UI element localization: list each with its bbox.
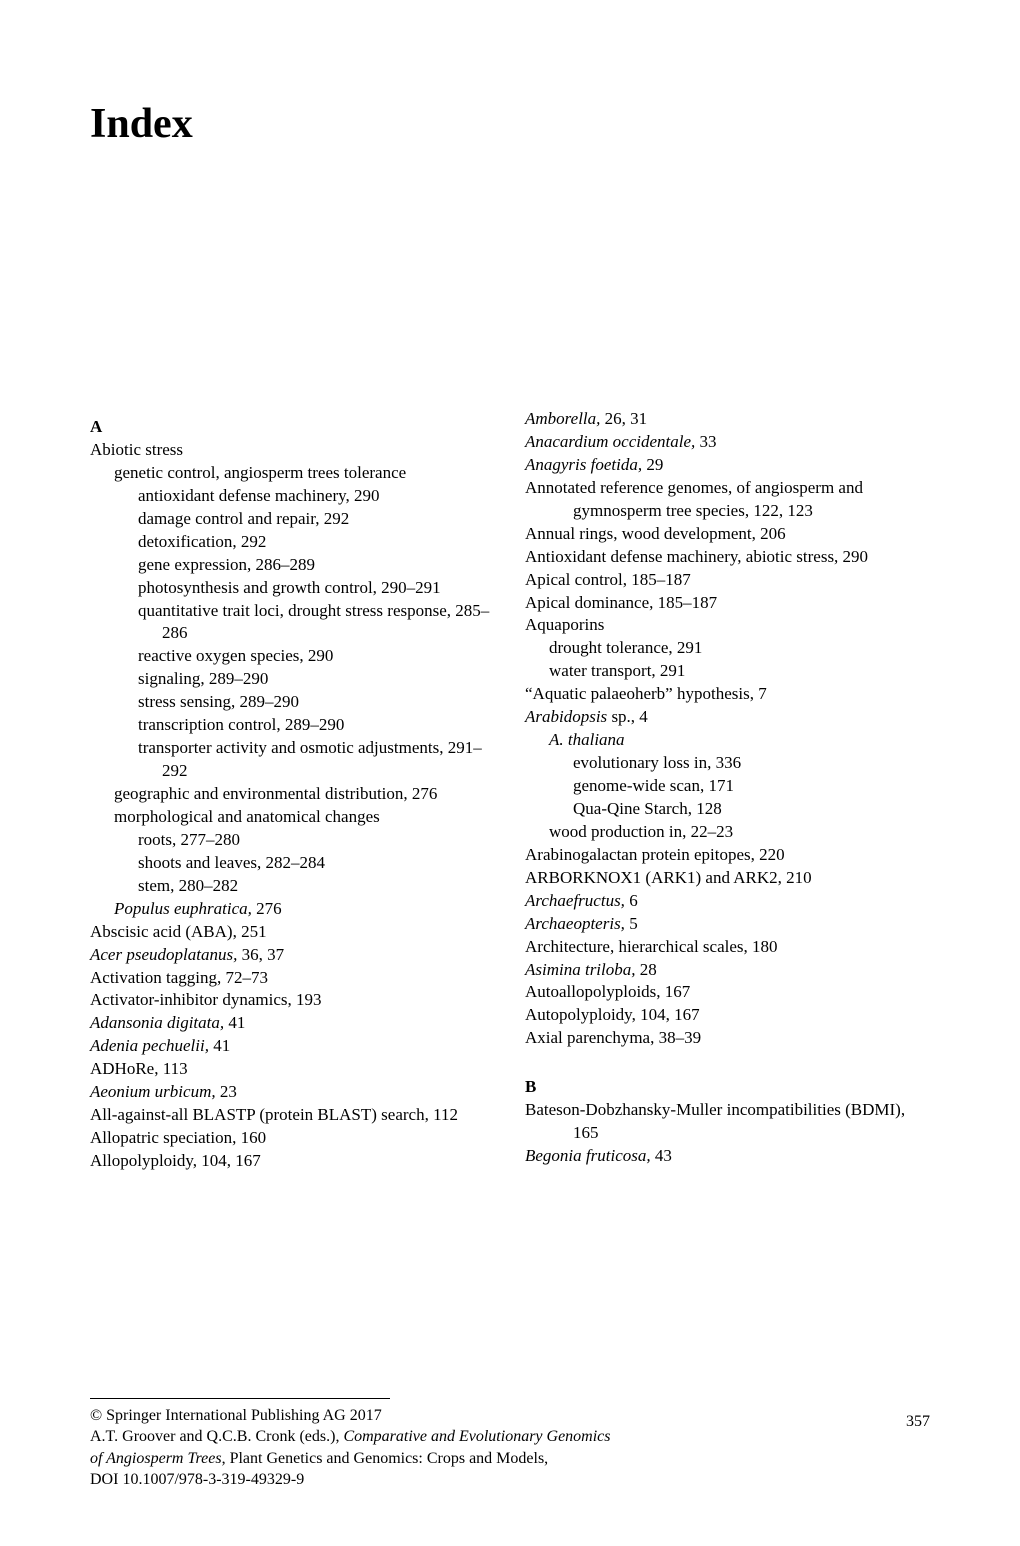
footer-line-2: A.T. Groover and Q.C.B. Cronk (eds.), Co…: [90, 1426, 930, 1448]
index-entry: Annual rings, wood development, 206: [525, 523, 930, 546]
index-entry: Anagyris foetida, 29: [525, 454, 930, 477]
index-entry: shoots and leaves, 282–284: [138, 852, 495, 875]
index-entry: Aeonium urbicum, 23: [90, 1081, 495, 1104]
footer-series: , Plant Genetics and Genomics: Crops and…: [222, 1450, 549, 1467]
index-entry: drought tolerance, 291: [549, 637, 930, 660]
index-columns: A Abiotic stressgenetic control, angiosp…: [90, 408, 930, 1173]
index-entry: roots, 277–280: [138, 829, 495, 852]
footer-line-3: of Angiosperm Trees, Plant Genetics and …: [90, 1448, 930, 1470]
index-entry: Axial parenchyma, 38–39: [525, 1027, 930, 1050]
index-entry: Architecture, hierarchical scales, 180: [525, 936, 930, 959]
index-entry: “Aquatic palaeoherb” hypothesis, 7: [525, 683, 930, 706]
index-entry: Qua-Qine Starch, 128: [573, 798, 930, 821]
footer-editors: A.T. Groover and Q.C.B. Cronk (eds.),: [90, 1428, 343, 1445]
index-entry: gene expression, 286–289: [138, 554, 495, 577]
right-entries-a: Amborella, 26, 31Anacardium occidentale,…: [525, 408, 930, 1050]
index-entry: detoxification, 292: [138, 531, 495, 554]
section-letter-b: B: [525, 1076, 930, 1099]
index-entry: Archaefructus, 6: [525, 890, 930, 913]
index-entry: transcription control, 289–290: [138, 714, 495, 737]
page-footer: © Springer International Publishing AG 2…: [90, 1398, 930, 1491]
index-entry: Activator-inhibitor dynamics, 193: [90, 989, 495, 1012]
index-entry: ARBORKNOX1 (ARK1) and ARK2, 210: [525, 867, 930, 890]
index-entry: transporter activity and osmotic adjustm…: [138, 737, 495, 783]
index-entry: All-against-all BLASTP (protein BLAST) s…: [90, 1104, 495, 1127]
index-entry: Apical dominance, 185–187: [525, 592, 930, 615]
footer-doi: DOI 10.1007/978-3-319-49329-9: [90, 1469, 930, 1491]
right-entries-b: Bateson-Dobzhansky-Muller incompatibilit…: [525, 1099, 930, 1168]
page-number: 357: [906, 1411, 930, 1433]
index-entry: ADHoRe, 113: [90, 1058, 495, 1081]
index-entry: stress sensing, 289–290: [138, 691, 495, 714]
page-title: Index: [90, 100, 930, 148]
index-entry: Anacardium occidentale, 33: [525, 431, 930, 454]
index-entry: Allopatric speciation, 160: [90, 1127, 495, 1150]
footer-text-wrap: © Springer International Publishing AG 2…: [90, 1405, 930, 1491]
index-entry: morphological and anatomical changes: [114, 806, 495, 829]
index-entry: Archaeopteris, 5: [525, 913, 930, 936]
index-entry: Apical control, 185–187: [525, 569, 930, 592]
left-entries: Abiotic stressgenetic control, angiosper…: [90, 439, 495, 1173]
index-entry: signaling, 289–290: [138, 668, 495, 691]
index-entry: Arabinogalactan protein epitopes, 220: [525, 844, 930, 867]
footer-title-italic-1: Comparative and Evolutionary Genomics: [343, 1428, 610, 1445]
index-entry: Bateson-Dobzhansky-Muller incompatibilit…: [525, 1099, 930, 1145]
index-entry: Abscisic acid (ABA), 251: [90, 921, 495, 944]
index-entry: Populus euphratica, 276: [114, 898, 495, 921]
index-entry: damage control and repair, 292: [138, 508, 495, 531]
index-entry: genome-wide scan, 171: [573, 775, 930, 798]
index-entry: Begonia fruticosa, 43: [525, 1145, 930, 1168]
index-entry: Adansonia digitata, 41: [90, 1012, 495, 1035]
index-entry: quantitative trait loci, drought stress …: [138, 600, 495, 646]
index-entry: Asimina triloba, 28: [525, 959, 930, 982]
index-entry: Arabidopsis sp., 4: [525, 706, 930, 729]
footer-copyright: © Springer International Publishing AG 2…: [90, 1405, 930, 1427]
index-entry: Amborella, 26, 31: [525, 408, 930, 431]
index-entry: antioxidant defense machinery, 290: [138, 485, 495, 508]
index-entry: photosynthesis and growth control, 290–2…: [138, 577, 495, 600]
index-entry: genetic control, angiosperm trees tolera…: [114, 462, 495, 485]
footer-title-italic-2: of Angiosperm Trees: [90, 1450, 222, 1467]
right-column: Amborella, 26, 31Anacardium occidentale,…: [525, 408, 930, 1173]
section-letter-a: A: [90, 416, 495, 439]
index-entry: Allopolyploidy, 104, 167: [90, 1150, 495, 1173]
index-entry: Autoallopolyploids, 167: [525, 981, 930, 1004]
footer-rule: [90, 1398, 390, 1399]
index-entry: reactive oxygen species, 290: [138, 645, 495, 668]
index-entry: Acer pseudoplatanus, 36, 37: [90, 944, 495, 967]
index-entry: Annotated reference genomes, of angiospe…: [525, 477, 930, 523]
left-column: A Abiotic stressgenetic control, angiosp…: [90, 408, 495, 1173]
index-entry: Adenia pechuelii, 41: [90, 1035, 495, 1058]
index-entry: stem, 280–282: [138, 875, 495, 898]
index-entry: wood production in, 22–23: [549, 821, 930, 844]
index-entry: evolutionary loss in, 336: [573, 752, 930, 775]
index-entry: A. thaliana: [549, 729, 930, 752]
index-entry: water transport, 291: [549, 660, 930, 683]
index-entry: Activation tagging, 72–73: [90, 967, 495, 990]
index-entry: Aquaporins: [525, 614, 930, 637]
index-entry: Autopolyploidy, 104, 167: [525, 1004, 930, 1027]
index-entry: Antioxidant defense machinery, abiotic s…: [525, 546, 930, 569]
section-spacer: [525, 1050, 930, 1068]
index-entry: Abiotic stress: [90, 439, 495, 462]
index-entry: geographic and environmental distributio…: [114, 783, 495, 806]
